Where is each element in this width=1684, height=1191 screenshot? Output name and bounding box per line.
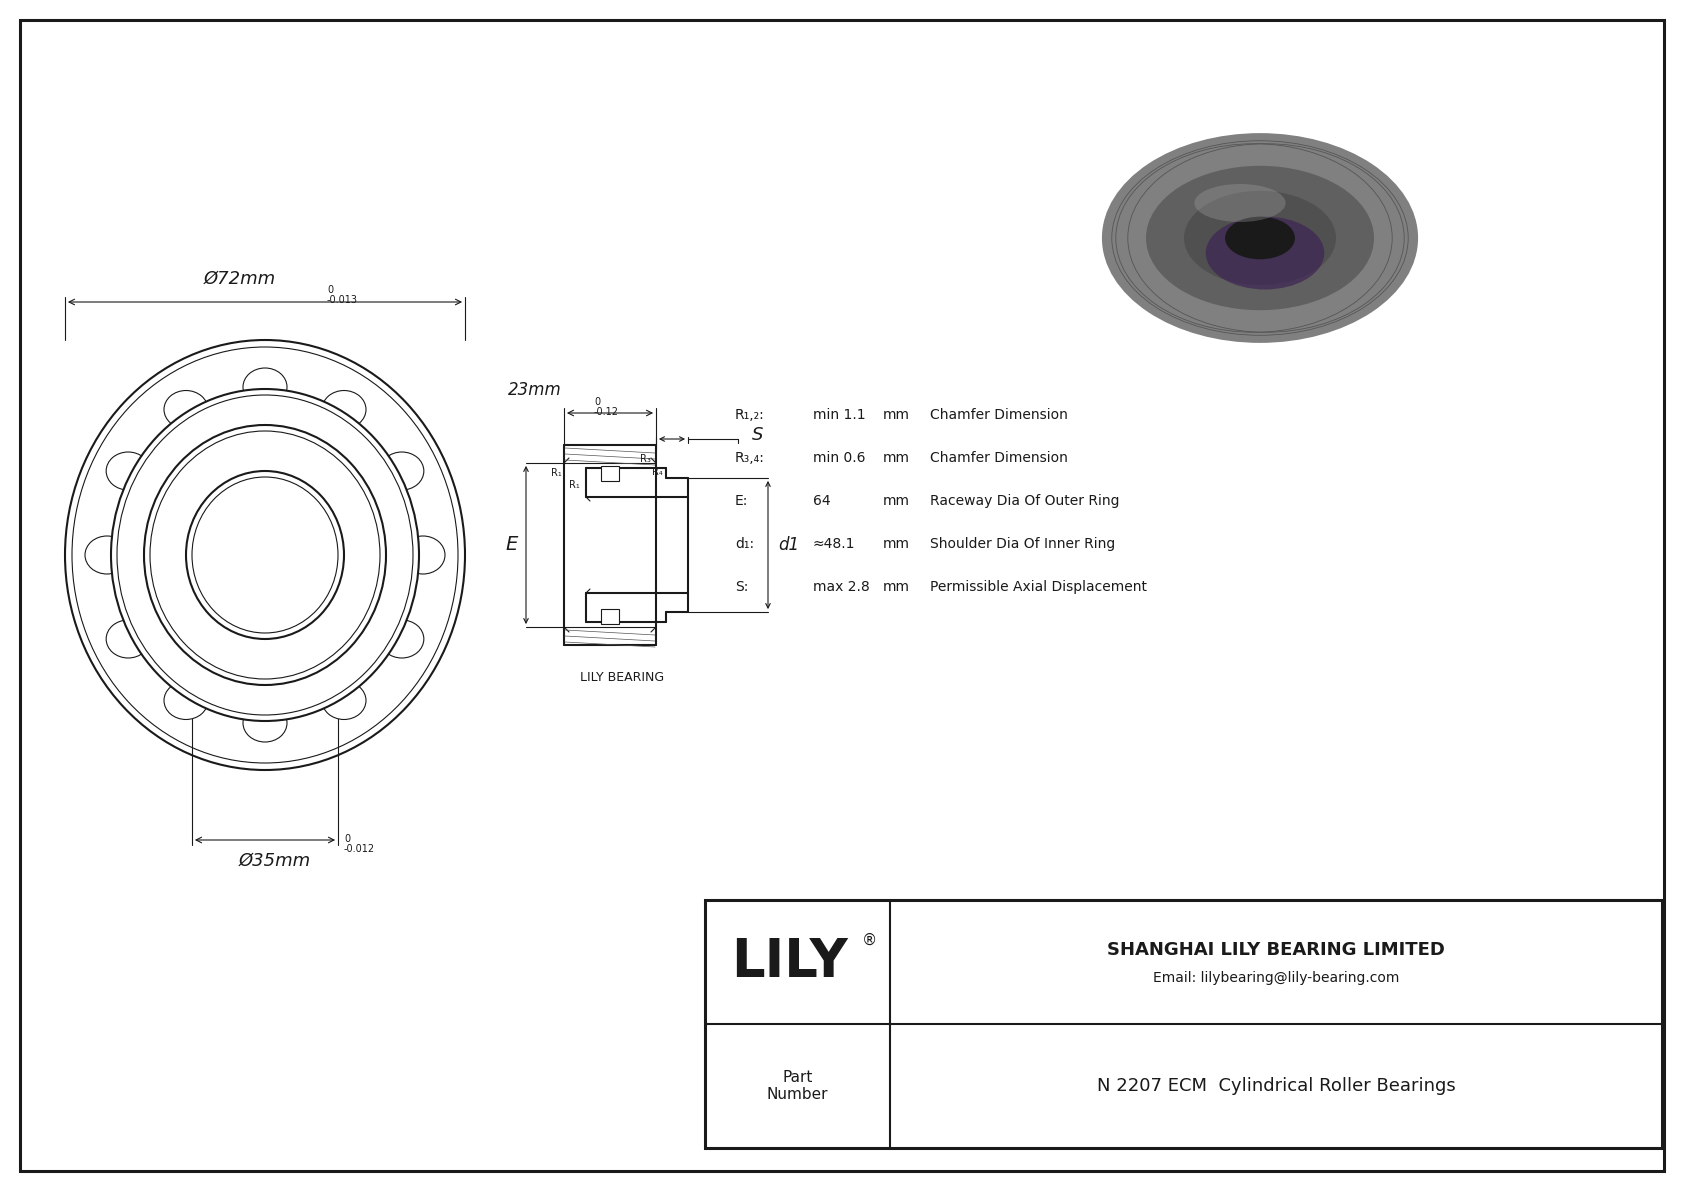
Ellipse shape bbox=[163, 391, 209, 429]
Ellipse shape bbox=[1224, 217, 1295, 260]
Text: ≈48.1: ≈48.1 bbox=[813, 537, 855, 551]
Ellipse shape bbox=[1194, 183, 1285, 222]
Text: S: S bbox=[753, 426, 763, 444]
Text: LILY BEARING: LILY BEARING bbox=[579, 671, 663, 684]
Text: mm: mm bbox=[882, 537, 909, 551]
Text: R₃: R₃ bbox=[640, 454, 652, 464]
Text: ®: ® bbox=[862, 933, 877, 948]
Ellipse shape bbox=[1101, 133, 1418, 343]
Ellipse shape bbox=[111, 389, 419, 721]
Text: R₁,₂:: R₁,₂: bbox=[734, 409, 765, 422]
Text: max 2.8: max 2.8 bbox=[813, 580, 869, 594]
Text: min 0.6: min 0.6 bbox=[813, 451, 866, 464]
Ellipse shape bbox=[163, 681, 209, 719]
Ellipse shape bbox=[322, 681, 365, 719]
Text: R₄: R₄ bbox=[652, 467, 663, 478]
Text: E: E bbox=[505, 536, 519, 555]
Ellipse shape bbox=[401, 536, 445, 574]
Text: mm: mm bbox=[882, 451, 909, 464]
Ellipse shape bbox=[242, 704, 286, 742]
Bar bbox=[601, 609, 620, 624]
Text: Permissible Axial Displacement: Permissible Axial Displacement bbox=[930, 580, 1147, 594]
Text: Raceway Dia Of Outer Ring: Raceway Dia Of Outer Ring bbox=[930, 494, 1120, 509]
Ellipse shape bbox=[1184, 191, 1335, 285]
Ellipse shape bbox=[145, 425, 386, 685]
Text: mm: mm bbox=[882, 409, 909, 422]
Ellipse shape bbox=[1206, 217, 1324, 289]
Ellipse shape bbox=[381, 621, 424, 657]
Text: E:: E: bbox=[734, 494, 748, 509]
Text: Shoulder Dia Of Inner Ring: Shoulder Dia Of Inner Ring bbox=[930, 537, 1115, 551]
Text: Email: lilybearing@lily-bearing.com: Email: lilybearing@lily-bearing.com bbox=[1154, 971, 1399, 985]
Text: SHANGHAI LILY BEARING LIMITED: SHANGHAI LILY BEARING LIMITED bbox=[1106, 941, 1445, 959]
Ellipse shape bbox=[84, 536, 130, 574]
Text: d1: d1 bbox=[778, 536, 800, 554]
Text: d₁:: d₁: bbox=[734, 537, 754, 551]
Ellipse shape bbox=[242, 368, 286, 406]
Ellipse shape bbox=[381, 453, 424, 490]
Text: S:: S: bbox=[734, 580, 748, 594]
Text: Ø72mm: Ø72mm bbox=[204, 270, 276, 288]
Text: N 2207 ECM  Cylindrical Roller Bearings: N 2207 ECM Cylindrical Roller Bearings bbox=[1096, 1077, 1455, 1095]
Ellipse shape bbox=[185, 470, 344, 640]
Ellipse shape bbox=[322, 391, 365, 429]
Text: R₁: R₁ bbox=[569, 480, 579, 490]
Text: 0: 0 bbox=[344, 834, 350, 844]
Text: R₃,₄:: R₃,₄: bbox=[734, 451, 765, 464]
Text: Chamfer Dimension: Chamfer Dimension bbox=[930, 451, 1068, 464]
Ellipse shape bbox=[1147, 166, 1374, 310]
Text: mm: mm bbox=[882, 580, 909, 594]
Text: 0: 0 bbox=[594, 397, 600, 407]
Text: LILY: LILY bbox=[731, 936, 847, 989]
Text: 23mm: 23mm bbox=[509, 381, 562, 399]
Text: mm: mm bbox=[882, 494, 909, 509]
Bar bbox=[706, 900, 1662, 1148]
Text: -0.12: -0.12 bbox=[594, 407, 620, 417]
Text: Chamfer Dimension: Chamfer Dimension bbox=[930, 409, 1068, 422]
Text: 0: 0 bbox=[327, 285, 333, 295]
Text: R₁: R₁ bbox=[551, 468, 562, 478]
Bar bbox=[601, 466, 620, 481]
Text: 64: 64 bbox=[813, 494, 830, 509]
Ellipse shape bbox=[106, 621, 150, 657]
Ellipse shape bbox=[106, 453, 150, 490]
Text: min 1.1: min 1.1 bbox=[813, 409, 866, 422]
Text: Part
Number: Part Number bbox=[766, 1070, 829, 1102]
Text: -0.012: -0.012 bbox=[344, 844, 376, 854]
Text: -0.013: -0.013 bbox=[327, 295, 359, 305]
Text: Ø35mm: Ø35mm bbox=[239, 852, 312, 869]
